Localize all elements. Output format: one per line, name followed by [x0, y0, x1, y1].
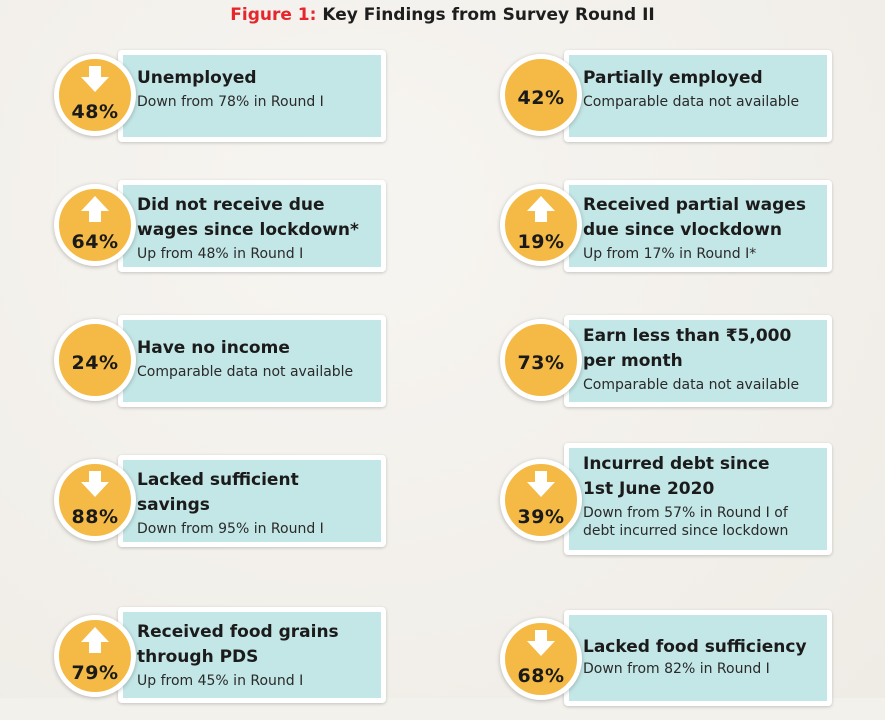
finding-box: Received partial wages due since vlockdo… — [564, 180, 832, 272]
finding-heading: Lacked food sufficiency — [583, 637, 807, 657]
percent-circle: 24% — [54, 319, 136, 401]
finding-card-debt: Incurred debt since 1st June 2020 Down f… — [498, 443, 858, 555]
percent-circle: 64% — [54, 184, 136, 266]
finding-subtext: Down from 82% in Round I — [583, 661, 770, 677]
finding-box: Incurred debt since 1st June 2020 Down f… — [564, 443, 832, 555]
percent-circle: 39% — [500, 459, 582, 541]
finding-card-no-income: Have no income Comparable data not avail… — [52, 315, 412, 425]
finding-card-savings: Lacked sufficient savings Down from 95% … — [52, 455, 412, 565]
finding-heading: Received food grains through PDS — [137, 622, 339, 667]
figure-title-text: Key Findings from Survey Round II — [322, 5, 655, 25]
down-arrow-icon — [526, 470, 556, 498]
finding-subtext: Comparable data not available — [583, 94, 800, 110]
finding-box: Partially employed Comparable data not a… — [564, 50, 832, 142]
finding-subtext: Down from 78% in Round I — [137, 94, 324, 110]
up-arrow-icon — [80, 626, 110, 654]
percent-value: 64% — [71, 231, 119, 253]
percent-circle: 48% — [54, 54, 136, 136]
finding-heading: Received partial wages due since vlockdo… — [583, 195, 806, 240]
finding-card-partial-wages: Received partial wages due since vlockdo… — [498, 180, 858, 290]
percent-value: 39% — [517, 506, 565, 528]
percent-circle: 68% — [500, 618, 582, 700]
percent-value: 79% — [71, 662, 119, 684]
up-arrow-icon — [80, 195, 110, 223]
finding-box: Lacked food sufficiency Down from 82% in… — [564, 610, 832, 706]
finding-card-pds: Received food grains through PDS Up from… — [52, 607, 412, 717]
finding-subtext: Down from 95% in Round I — [137, 521, 324, 537]
finding-box: Have no income Comparable data not avail… — [118, 315, 386, 407]
percent-circle: 88% — [54, 459, 136, 541]
finding-box: Unemployed Down from 78% in Round I — [118, 50, 386, 142]
finding-subtext: Up from 45% in Round I — [137, 673, 304, 689]
percent-circle: 42% — [500, 54, 582, 136]
finding-subtext: Down from 57% in Round I of debt incurre… — [583, 505, 789, 539]
finding-card-partially-employed: Partially employed Comparable data not a… — [498, 50, 858, 160]
finding-card-earn-less: Earn less than ₹5,000 per month Comparab… — [498, 315, 858, 425]
finding-card-due-wages: Did not receive due wages since lockdown… — [52, 180, 412, 290]
finding-box: Lacked sufficient savings Down from 95% … — [118, 455, 386, 547]
finding-subtext: Up from 48% in Round I — [137, 246, 304, 262]
percent-circle: 73% — [500, 319, 582, 401]
finding-card-unemployed: Unemployed Down from 78% in Round I 48% — [52, 50, 412, 160]
finding-subtext: Up from 17% in Round I* — [583, 246, 757, 262]
percent-value: 68% — [517, 665, 565, 687]
finding-heading: Unemployed — [137, 68, 257, 88]
finding-box: Received food grains through PDS Up from… — [118, 607, 386, 703]
down-arrow-icon — [80, 65, 110, 93]
finding-card-food-sufficiency: Lacked food sufficiency Down from 82% in… — [498, 610, 858, 720]
finding-heading: Earn less than ₹5,000 per month — [583, 326, 792, 371]
finding-heading: Incurred debt since 1st June 2020 — [583, 454, 770, 499]
percent-value: 48% — [71, 101, 119, 123]
percent-value: 24% — [71, 352, 119, 374]
percent-value: 88% — [71, 506, 119, 528]
percent-value: 19% — [517, 231, 565, 253]
finding-box: Did not receive due wages since lockdown… — [118, 180, 386, 272]
percent-circle: 79% — [54, 615, 136, 697]
finding-heading: Have no income — [137, 338, 290, 358]
figure-label: Figure 1: — [230, 5, 317, 25]
figure-title: Figure 1: Key Findings from Survey Round… — [0, 5, 885, 25]
finding-subtext: Comparable data not available — [583, 377, 800, 393]
down-arrow-icon — [80, 470, 110, 498]
finding-heading: Did not receive due wages since lockdown… — [137, 195, 359, 240]
down-arrow-icon — [526, 629, 556, 657]
percent-value: 42% — [517, 87, 565, 109]
finding-box: Earn less than ₹5,000 per month Comparab… — [564, 315, 832, 407]
finding-heading: Lacked sufficient savings — [137, 470, 299, 515]
percent-value: 73% — [517, 352, 565, 374]
finding-heading: Partially employed — [583, 68, 763, 88]
up-arrow-icon — [526, 195, 556, 223]
finding-subtext: Comparable data not available — [137, 364, 354, 380]
percent-circle: 19% — [500, 184, 582, 266]
